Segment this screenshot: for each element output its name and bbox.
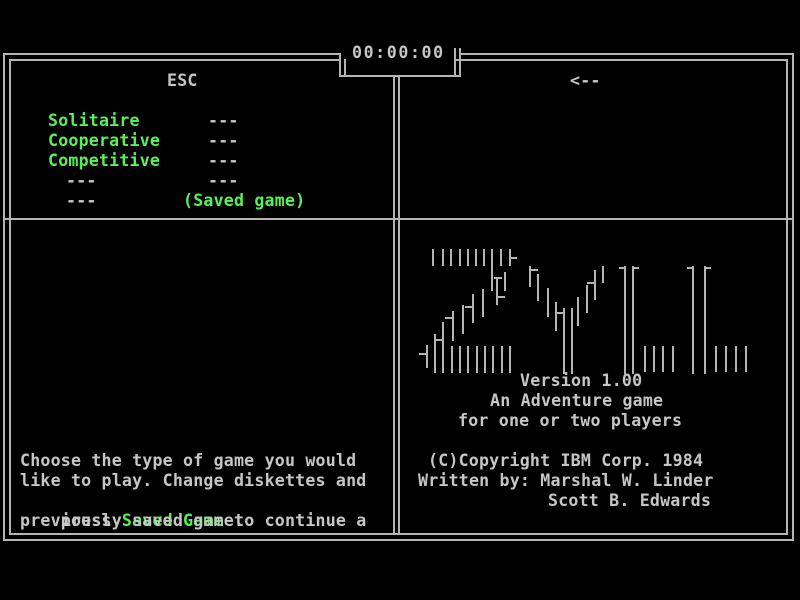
border-inner-top-left <box>9 59 341 61</box>
help-text-line-1: Choose the type of game you would <box>20 451 357 470</box>
border-inner-left <box>9 59 11 535</box>
horizontal-separator <box>5 218 792 220</box>
border-inner-right <box>786 59 788 535</box>
panel-divider-right-line <box>398 75 400 535</box>
menu-value-cooperative: --- <box>208 131 239 150</box>
help-text-line-3-post: to continue a <box>223 511 367 530</box>
panel-divider-left-line <box>393 75 395 535</box>
menu-item-cooperative[interactable]: Cooperative <box>48 131 161 150</box>
copyright-line: (C)Copyright IBM Corp. 1984 <box>428 451 704 470</box>
menu-value-saved-game[interactable]: (Saved game) <box>183 191 306 210</box>
tagline-players: for one or two players <box>458 411 683 430</box>
help-text-line-3-pre: press <box>60 511 122 530</box>
timer-notch-right-outer <box>459 48 461 77</box>
menu-value-competitive: --- <box>208 151 239 170</box>
menu-value-empty: --- <box>208 171 239 190</box>
border-outer-top-right <box>459 53 794 55</box>
timer-notch-right-inner <box>454 48 456 77</box>
credit-line-1: Written by: Marshal W. Linder <box>418 471 714 490</box>
zyll-logo <box>419 249 747 374</box>
version-label: Version 1.00 <box>520 371 643 390</box>
saved-game-highlight: Saved Game <box>121 511 224 530</box>
timer-notch-left-inner <box>344 59 346 77</box>
menu-item-empty: --- <box>66 171 97 190</box>
menu-item-competitive[interactable]: Competitive <box>48 151 161 170</box>
tagline-adventure: An Adventure game <box>490 391 664 410</box>
help-text-line-2: like to play. Change diskettes and <box>20 471 367 490</box>
border-outer-left <box>3 53 5 541</box>
timer-notch-left-outer <box>339 53 341 77</box>
back-arrow[interactable]: <-- <box>570 71 601 90</box>
credit-line-2: Scott B. Edwards <box>548 491 712 510</box>
border-outer-top-left <box>3 53 341 55</box>
game-timer: 00:00:00 <box>352 43 445 62</box>
esc-key-hint[interactable]: ESC <box>167 71 198 90</box>
menu-item-empty-2: --- <box>66 191 97 210</box>
help-text-line-4: previously saved game. <box>20 511 245 530</box>
border-outer-right <box>792 53 794 541</box>
menu-value-solitaire: --- <box>208 111 239 130</box>
help-text-line-3: press Saved Game to continue a <box>20 491 367 551</box>
border-outer-bottom <box>3 539 794 541</box>
timer-notch-bottom <box>339 75 461 77</box>
border-inner-top-right <box>454 59 788 61</box>
menu-item-solitaire[interactable]: Solitaire <box>48 111 140 130</box>
